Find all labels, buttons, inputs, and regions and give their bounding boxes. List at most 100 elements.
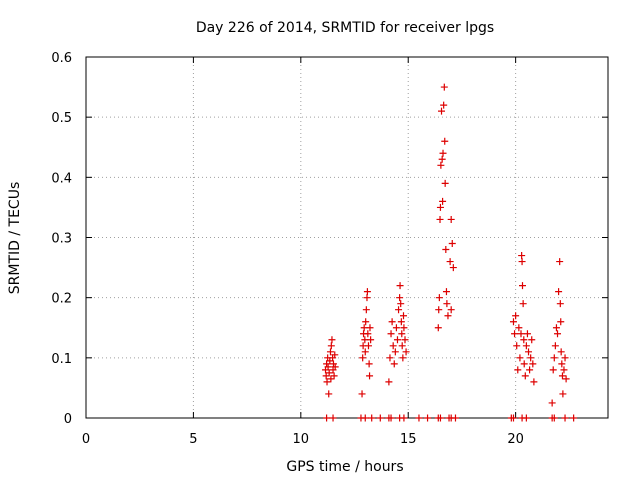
data-point [436,215,444,223]
data-point [548,399,556,407]
axis-ticks: 0 5 10 15 20 0 0.1 0.2 0.3 0.4 0.5 0.6 [51,51,608,447]
data-point [361,414,369,422]
data-point [519,282,527,290]
data-point [512,312,520,320]
data-point [328,336,336,344]
data-point [364,330,372,338]
data-point [513,342,521,350]
x-tick-label: 20 [507,432,524,447]
data-point [558,372,566,380]
data-point [325,369,333,377]
y-tick-label: 0.5 [51,111,72,126]
data-point [365,360,373,368]
data-point [437,161,445,169]
data-point [560,366,568,374]
data-point [368,414,376,422]
data-point [527,354,535,362]
data-point [520,336,528,344]
data-point [509,414,517,422]
data-point [386,354,394,362]
x-tick-label: 15 [400,432,417,447]
data-point [324,363,332,371]
data-point [397,300,405,308]
data-points [322,83,578,422]
data-point [393,336,401,344]
data-point [551,342,559,350]
data-point [387,330,395,338]
x-axis-label: GPS time / hours [286,459,403,475]
data-point [562,375,570,383]
data-point [557,318,565,326]
data-point [362,306,370,314]
data-point [396,282,404,290]
data-point [561,414,569,422]
data-point [554,330,562,338]
data-point [323,360,331,368]
data-point [523,330,531,338]
data-point [518,252,526,260]
data-point [438,155,446,163]
data-point [415,414,423,422]
data-point [519,300,527,308]
data-point [400,324,408,332]
data-point [325,390,333,398]
data-point [449,264,457,272]
y-tick-label: 0.2 [51,292,72,307]
data-point [389,342,397,350]
data-point [385,378,393,386]
data-point [447,215,455,223]
y-tick-label: 0 [64,412,72,427]
data-point [443,300,451,308]
data-point [388,318,396,326]
data-point [444,312,452,320]
data-point [397,318,405,326]
data-point [329,360,337,368]
y-axis-label: SRMTID / TECUs [7,182,23,295]
data-point [391,348,399,356]
data-point [434,324,442,332]
data-point [399,354,407,362]
data-point [327,342,335,350]
data-point [400,414,408,422]
data-point [363,288,371,296]
data-point [363,294,371,302]
data-point [522,342,530,350]
data-point [439,149,447,157]
data-point [442,246,450,254]
data-point [387,414,395,422]
data-point [509,318,517,326]
data-point [396,294,404,302]
data-point [395,306,403,314]
data-point [358,390,366,398]
data-point [517,330,525,338]
chart-title: Day 226 of 2014, SRMTID for receiver lpg… [196,20,494,36]
data-point [361,348,369,356]
data-point [366,372,374,380]
data-point [556,258,564,266]
data-point [390,360,398,368]
data-point [331,351,339,359]
data-point [516,354,524,362]
data-point [570,414,578,422]
grid [86,57,608,418]
data-point [529,360,537,368]
data-point [528,336,536,344]
data-point [511,330,519,338]
data-point [559,390,567,398]
data-point [448,240,456,248]
data-point [555,288,563,296]
data-point [364,342,372,350]
data-point [451,414,459,422]
data-point [525,348,533,356]
data-point [359,354,367,362]
data-point [526,366,534,374]
data-point [518,258,526,266]
data-point [522,414,530,422]
data-point [329,414,337,422]
data-point [515,324,523,332]
y-tick-label: 0.4 [51,171,72,186]
data-point [557,348,565,356]
data-point [362,318,370,326]
data-point [441,137,449,145]
